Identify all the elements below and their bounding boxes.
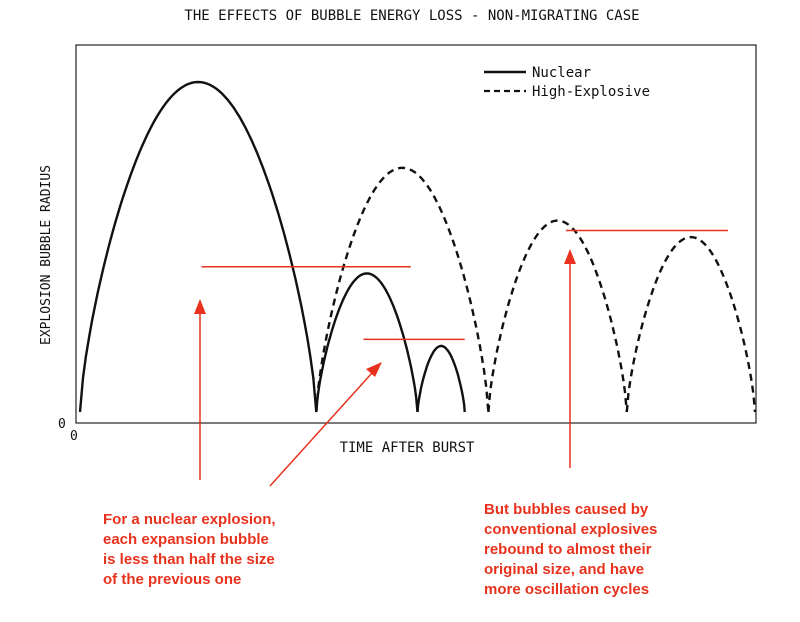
series-nuclear-arch-2 <box>315 272 419 413</box>
annotation-line: But bubbles caused by <box>484 501 649 518</box>
legend: Nuclear High-Explosive <box>484 65 650 100</box>
annotation-line: is less than half the size <box>103 551 275 568</box>
annotation-line: each expansion bubble <box>103 531 269 548</box>
series-high-explosive-arch-1 <box>315 166 490 413</box>
annotation-high-explosive: But bubbles caused by conventional explos… <box>484 501 657 598</box>
annotation-line: of the previous one <box>103 571 241 588</box>
series-layer <box>78 80 757 413</box>
y-axis-label: EXPLOSION BUBBLE RADIUS <box>39 165 54 345</box>
arrow-shaft-2 <box>269 372 373 487</box>
series-nuclear-arch-1 <box>78 80 318 413</box>
chart-title: THE EFFECTS OF BUBBLE ENERGY LOSS - NON-… <box>184 8 639 24</box>
y-origin-label: 0 <box>58 417 66 432</box>
x-axis-label: TIME AFTER BURST <box>340 440 475 456</box>
annotation-line: original size, and have <box>484 561 644 578</box>
annotation-arrows <box>194 249 576 487</box>
arrow-head-3 <box>564 249 576 264</box>
annotation-line: conventional explosives <box>484 521 657 538</box>
annotation-nuclear: For a nuclear explosion, each expansion b… <box>103 511 276 588</box>
series-nuclear-arch-3 <box>416 344 466 413</box>
legend-label-nuclear: Nuclear <box>532 65 591 81</box>
x-origin-label: 0 <box>70 429 78 444</box>
series-high-explosive-arch-3 <box>625 235 757 413</box>
annotation-line: rebound to almost their <box>484 541 652 558</box>
plot-frame <box>75 44 757 424</box>
arrow-head-2 <box>366 362 382 377</box>
reference-lines <box>201 229 728 341</box>
legend-label-high-explosive: High-Explosive <box>532 84 650 100</box>
annotation-line: more oscillation cycles <box>484 581 649 598</box>
arrow-head-1 <box>194 299 206 314</box>
series-high-explosive-arch-2 <box>487 219 628 413</box>
annotation-line: For a nuclear explosion, <box>103 511 276 528</box>
